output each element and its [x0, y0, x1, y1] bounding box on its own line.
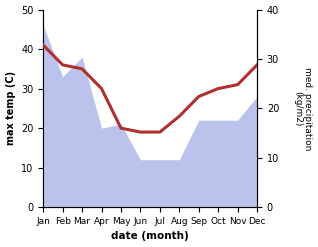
X-axis label: date (month): date (month)	[111, 231, 189, 242]
Y-axis label: med. precipitation
(kg/m2): med. precipitation (kg/m2)	[293, 67, 313, 150]
Y-axis label: max temp (C): max temp (C)	[5, 71, 16, 145]
